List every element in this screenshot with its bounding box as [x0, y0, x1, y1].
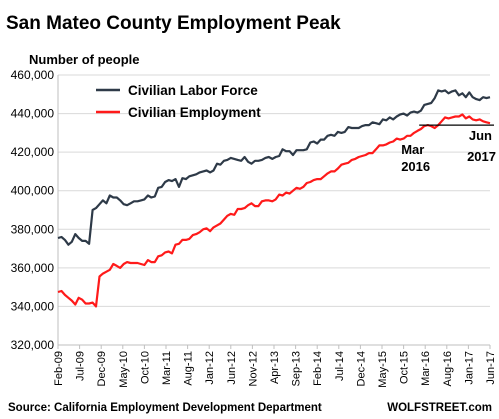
legend: Civilian Labor Force Civilian Employment	[96, 83, 261, 120]
x-tick-label: Nov-12	[247, 351, 259, 386]
x-tick-label: Aug-16	[442, 351, 454, 386]
series-line-labor-force	[57, 89, 491, 246]
x-tick-label: Jan-12	[204, 351, 216, 385]
annotation-jun-2017-line2: 2017	[467, 149, 496, 164]
x-tick-label: Feb-14	[312, 351, 324, 386]
annotation-jun-2017-line1: Jun	[469, 128, 492, 143]
x-tick-labels: Feb-09 Jul-09 Dec-09 May-10 Oct-10 Mar-11 Aug-…	[53, 351, 497, 388]
y-tick-label: 420,000	[11, 145, 55, 159]
x-tick-label: Mar-16	[420, 351, 432, 386]
y-tick-labels: 460,000 440,000 420,000 400,000 380,000 360,0…	[11, 68, 55, 352]
x-tick-label: May-10	[118, 351, 130, 388]
x-tick-label: Feb-09	[53, 351, 65, 386]
x-tick-label: Jul-09	[75, 351, 87, 381]
x-tick-label: Jun-12	[226, 351, 238, 385]
annotation-mar-2016-line1: Mar	[401, 142, 424, 157]
x-tick-label: Dec-09	[96, 351, 108, 386]
annotation-layer: Mar 2016 Jun 2017	[401, 124, 496, 174]
x-tick-label: Apr-13	[269, 351, 281, 384]
x-tick-label: Jan-17	[463, 351, 475, 385]
annotation-mar-2016-line2: 2016	[401, 159, 430, 174]
credit: WOLFSTREET.com	[387, 402, 492, 414]
series-line-employment	[57, 113, 491, 308]
chart-title: San Mateo County Employment Peak	[6, 13, 341, 34]
source-note: Source: California Employment Developmen…	[8, 402, 322, 414]
y-tick-label: 340,000	[11, 299, 55, 313]
x-tick-label: Aug-11	[183, 351, 195, 386]
legend-label-employment: Civilian Employment	[128, 105, 261, 120]
y-tick-label: 460,000	[11, 68, 55, 82]
legend-label-labor-force: Civilian Labor Force	[128, 83, 258, 98]
y-tick-label: 380,000	[11, 222, 55, 236]
y-axis-label: Number of people	[29, 52, 140, 67]
x-tick-label: Oct-10	[139, 351, 151, 384]
y-tick-label: 360,000	[11, 261, 55, 275]
series-layer	[57, 89, 491, 308]
x-tick-label: May-15	[377, 351, 389, 388]
x-tick-label: Sep-13	[291, 351, 303, 386]
x-tick-label: Jun-17	[485, 351, 497, 385]
y-tick-label: 320,000	[11, 338, 55, 352]
x-tick-label: Oct-15	[399, 351, 411, 384]
x-tick-label: Dec-14	[355, 351, 367, 386]
y-tick-label: 400,000	[11, 184, 55, 198]
x-tick-label: Jul-14	[334, 351, 346, 381]
x-tick-label: Mar-11	[161, 351, 173, 385]
y-tick-label: 440,000	[11, 107, 55, 121]
grid-layer	[57, 74, 491, 349]
